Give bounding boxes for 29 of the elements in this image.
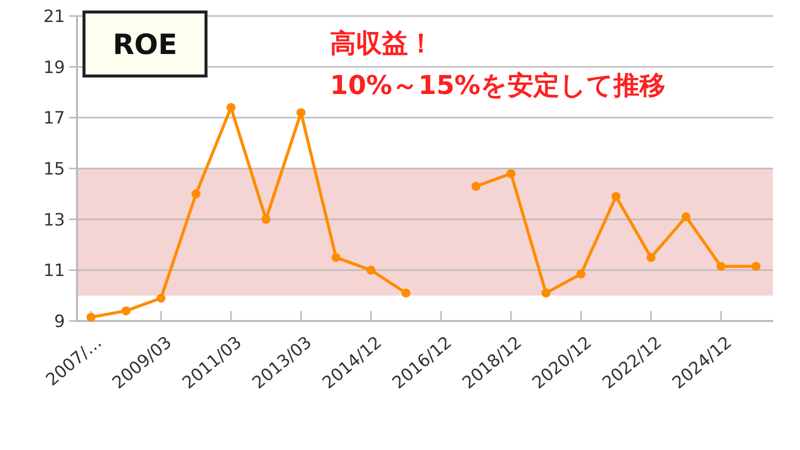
point: [156, 294, 166, 303]
point: [402, 288, 410, 298]
y-tick-label: 21: [43, 6, 65, 27]
point: [612, 192, 620, 201]
point: [86, 312, 96, 322]
y-tick-label: 15: [43, 159, 65, 180]
point: [716, 262, 726, 271]
y-tick-label: 11: [43, 261, 65, 282]
y-tick-label: 17: [43, 108, 65, 129]
point: [576, 269, 586, 278]
y-tick-label: 19: [43, 58, 65, 78]
point: [752, 262, 760, 271]
point: [506, 169, 516, 178]
point: [646, 252, 656, 262]
text: ROE: [112, 28, 178, 61]
annotation: 高収益！: [330, 29, 434, 59]
point: [192, 189, 200, 198]
annotation: 10%～15%を安定して推移: [330, 71, 666, 101]
point: [296, 108, 306, 118]
point: [262, 214, 270, 224]
point: [122, 306, 130, 316]
y-tick-label: 13: [43, 210, 65, 230]
point: [472, 182, 480, 191]
point: [542, 288, 550, 298]
point: [366, 266, 376, 275]
point: [226, 103, 236, 112]
point: [682, 212, 690, 222]
point: [332, 252, 340, 262]
y-tick-label: 9: [54, 312, 65, 332]
